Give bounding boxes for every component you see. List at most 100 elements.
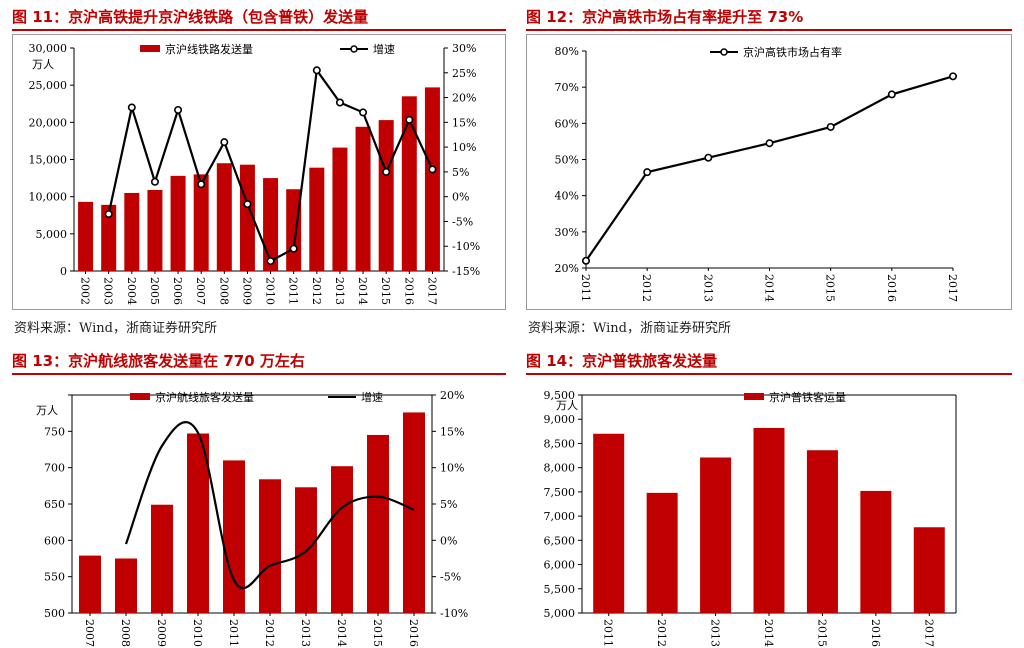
line-marker: [405, 115, 414, 124]
title-rule: [12, 29, 506, 31]
bar: [700, 457, 732, 613]
y-tick-label: 6,500: [544, 534, 576, 547]
legend-label: 增速: [373, 42, 395, 56]
bar: [913, 527, 945, 613]
chart-source: 资料来源：Wind，浙商证券研究所: [14, 321, 217, 336]
x-tick-label: 2010: [191, 619, 204, 647]
x-tick-label: 2014: [335, 619, 348, 647]
x-tick-label: 2011: [579, 274, 592, 302]
y-axis-unit: 万人: [36, 404, 58, 417]
legend-bar-swatch: [130, 393, 150, 400]
bar: [193, 174, 209, 271]
legend-label: 增速: [361, 390, 383, 404]
bar: [424, 87, 440, 271]
y-tick-label: 600: [44, 534, 65, 547]
bar: [223, 460, 245, 613]
x-tick-label: 2014: [762, 619, 775, 647]
y2-tick-label: -5%: [452, 215, 473, 228]
x-tick-label: 2014: [356, 277, 369, 305]
bar: [860, 490, 892, 613]
y-axis-unit: 万人: [556, 399, 578, 412]
x-tick-label: 2008: [119, 619, 132, 647]
bar: [101, 204, 117, 271]
legend-label: 京沪普铁客运量: [769, 390, 846, 404]
y-tick-label: 7,500: [544, 486, 576, 499]
bar: [259, 479, 281, 613]
x-tick-label: 2015: [379, 277, 392, 305]
y2-tick-label: -10%: [440, 607, 468, 620]
y2-tick-label: 30%: [452, 42, 476, 55]
y2-tick-label: -10%: [452, 240, 480, 253]
line-marker: [243, 200, 252, 209]
y2-tick-label: -15%: [452, 265, 480, 278]
x-tick-label: 2014: [763, 274, 776, 302]
y2-tick-label: 0%: [452, 191, 469, 204]
y-tick-label: 30%: [555, 226, 579, 239]
x-tick-label: 2007: [83, 619, 96, 647]
y-tick-label: 0: [60, 265, 67, 278]
y-tick-label: 750: [44, 425, 65, 438]
y-tick-label: 20,000: [29, 116, 68, 129]
line-marker: [312, 66, 321, 75]
bar: [263, 178, 279, 271]
chart-title: 图 12：京沪高铁市场占有率提升至 73%: [526, 8, 804, 26]
bar: [403, 412, 425, 613]
bar: [593, 433, 625, 613]
bar: [115, 558, 137, 613]
title-rule: [526, 373, 1012, 375]
y-tick-label: 650: [44, 498, 65, 511]
y2-tick-label: 20%: [440, 389, 464, 402]
chart-source: 资料来源：Wind，浙商证券研究所: [528, 321, 731, 336]
y-tick-label: 80%: [555, 45, 579, 58]
x-tick-label: 2012: [655, 619, 668, 647]
y-tick-label: 20%: [555, 262, 579, 275]
y-tick-label: 70%: [555, 81, 579, 94]
x-tick-label: 2013: [701, 274, 714, 302]
x-tick-label: 2011: [227, 619, 240, 647]
bar: [806, 450, 838, 613]
chart-frame: [12, 34, 506, 310]
legend-label: 京沪线铁路发送量: [165, 42, 253, 56]
legend-bar-swatch: [744, 393, 764, 400]
y2-tick-label: 5%: [440, 498, 457, 511]
x-tick-label: 2007: [194, 277, 207, 305]
x-tick-label: 2016: [885, 274, 898, 302]
x-tick-label: 2016: [402, 277, 415, 305]
x-tick-label: 2008: [217, 277, 230, 305]
legend-label: 京沪高铁市场占有率: [743, 45, 842, 59]
bar: [79, 555, 101, 613]
x-tick-label: 2011: [287, 277, 300, 305]
line-marker: [765, 139, 774, 148]
line-marker: [359, 108, 368, 117]
line-marker: [289, 244, 298, 253]
chart-frame: [526, 34, 1012, 310]
y-tick-label: 5,000: [544, 607, 576, 620]
y-tick-label: 40%: [555, 190, 579, 203]
x-tick-label: 2015: [371, 619, 384, 647]
x-tick-label: 2017: [425, 277, 438, 305]
line-marker: [704, 153, 713, 162]
x-tick-label: 2009: [155, 619, 168, 647]
y2-tick-label: 5%: [452, 166, 469, 179]
x-tick-label: 2016: [407, 619, 420, 647]
line-marker: [887, 90, 896, 99]
series-line: [124, 421, 415, 590]
y-tick-label: 10,000: [29, 191, 68, 204]
x-tick-label: 2012: [310, 277, 323, 305]
line-marker: [266, 257, 275, 266]
x-tick-label: 2002: [79, 277, 92, 305]
bar: [147, 189, 163, 271]
x-tick-label: 2003: [102, 277, 115, 305]
title-rule: [526, 29, 1012, 31]
y-tick-label: 5,500: [544, 583, 576, 596]
y-tick-label: 9,000: [544, 413, 576, 426]
x-tick-label: 2011: [602, 619, 615, 647]
legend-label: 京沪航线旅客发送量: [155, 390, 254, 404]
bar: [401, 96, 417, 271]
line-marker: [104, 210, 113, 219]
bar: [187, 433, 209, 613]
line-marker: [174, 105, 183, 114]
